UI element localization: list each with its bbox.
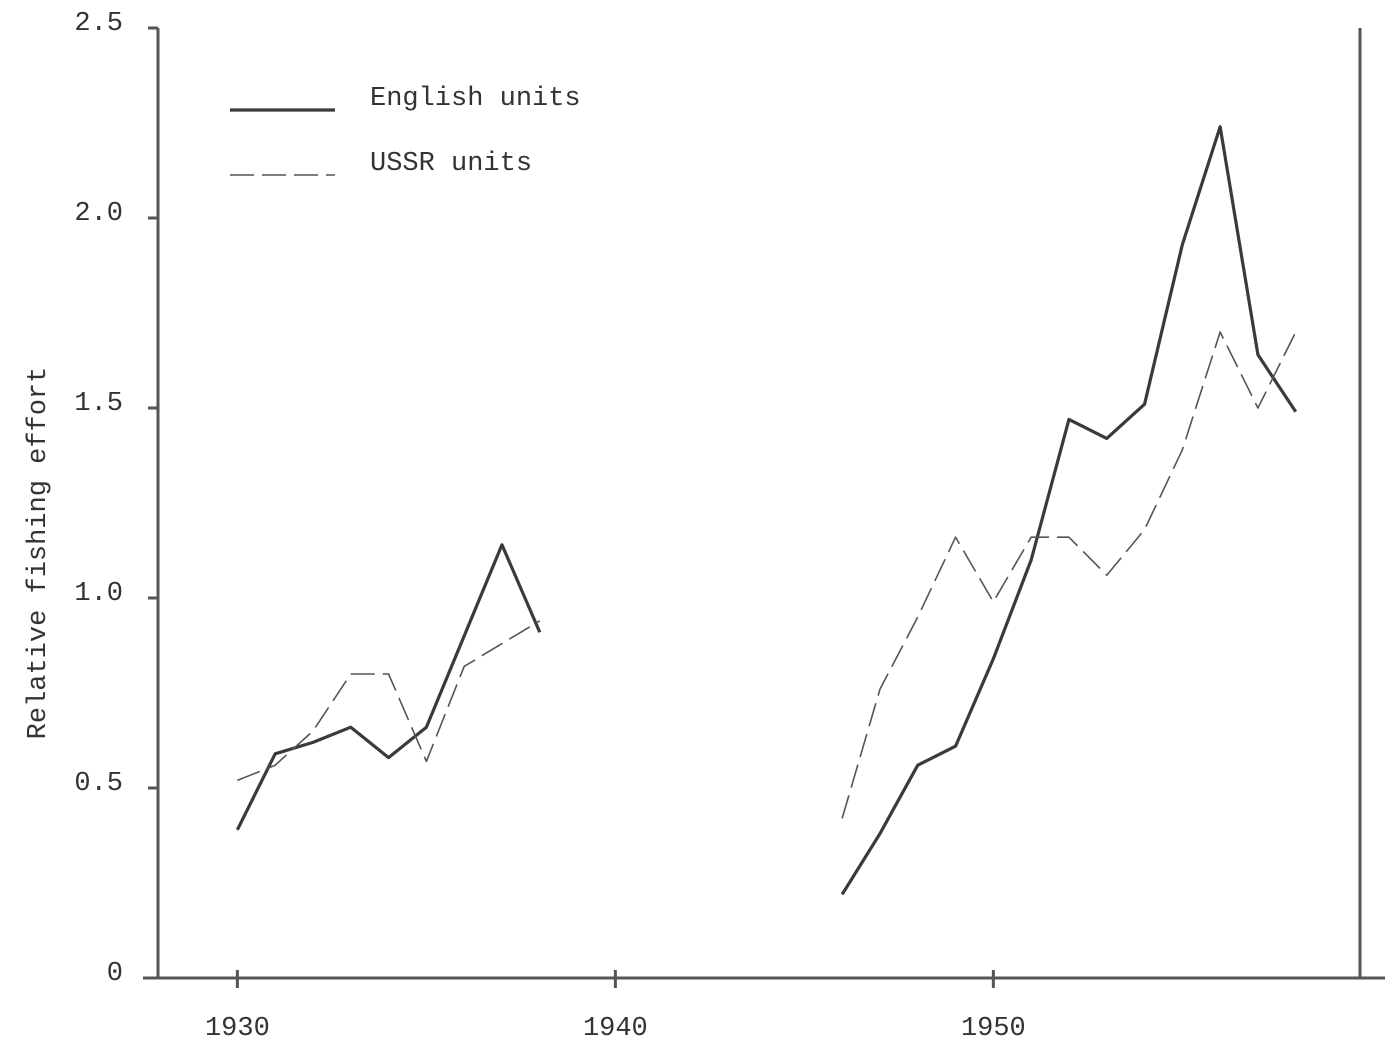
legend-label: English units	[370, 84, 581, 114]
x-tick-label: 1940	[583, 1014, 648, 1044]
x-tick-label: 1930	[205, 1014, 270, 1044]
x-tick-label: 1950	[961, 1014, 1026, 1044]
line-series	[237, 331, 1297, 819]
y-tick-label: 1.0	[74, 579, 123, 609]
y-tick-label: 1.5	[74, 389, 123, 419]
y-tick-label: 2.0	[74, 199, 123, 229]
y-axis-label: Relative fishing effort	[24, 367, 54, 740]
y-tick-label: 0	[107, 959, 123, 989]
y-tick-label: 2.5	[74, 9, 123, 39]
line-series	[235, 125, 1298, 896]
y-tick-label: 0.5	[74, 769, 123, 799]
legend-label: USSR units	[370, 149, 532, 179]
